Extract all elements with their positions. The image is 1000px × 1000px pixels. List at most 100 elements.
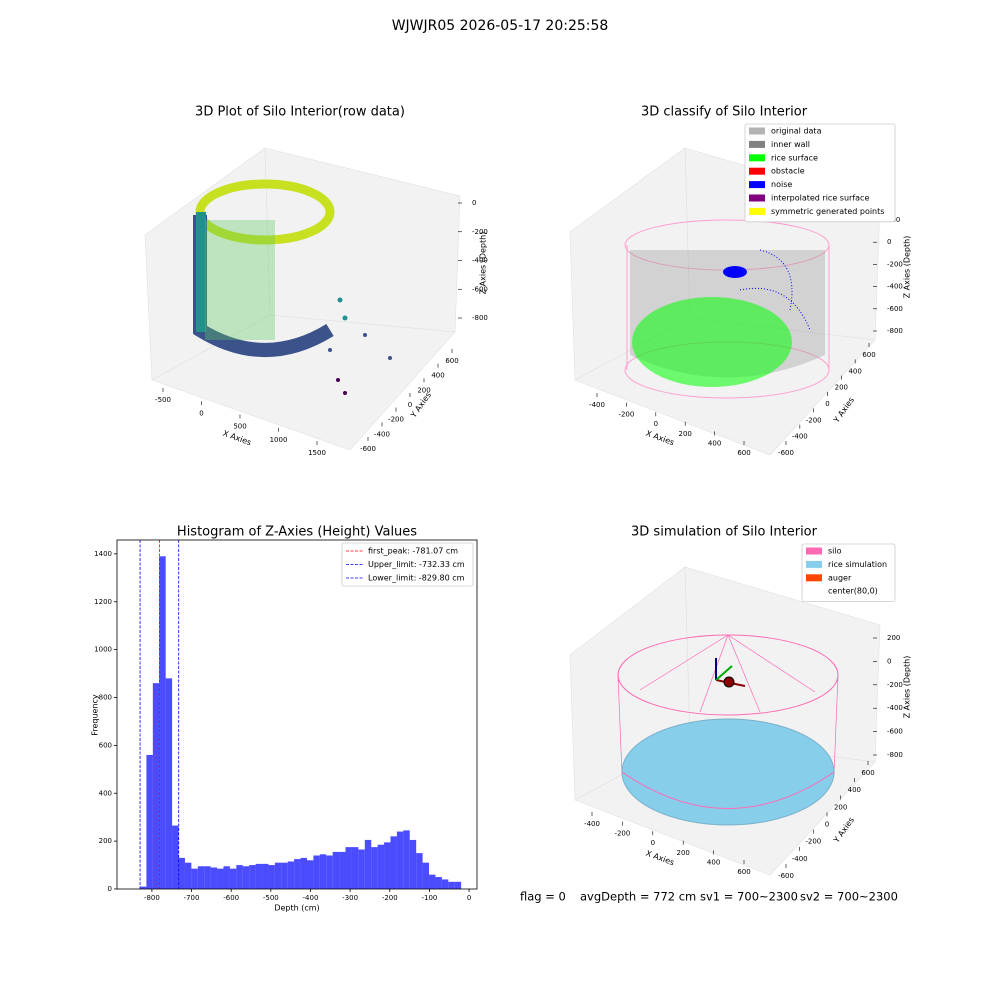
legend-swatch [806, 587, 822, 595]
bar [454, 881, 462, 889]
y-tick-label: -600 [778, 872, 794, 880]
x-axis-label: X Axies [645, 429, 676, 448]
legend-label: noise [771, 180, 792, 189]
y-tick-label: -200 [805, 838, 821, 846]
bar [326, 855, 333, 889]
x-axis-label: Depth (cm) [274, 904, 319, 913]
legend-label: first_peak: -781.07 cm [368, 547, 458, 556]
bar [429, 874, 436, 889]
legend-box [801, 543, 896, 602]
bar [306, 860, 314, 889]
bar [274, 862, 282, 889]
z-tick-label: -200 [887, 260, 903, 268]
x-tick-label: 1000 [270, 436, 288, 444]
bar [165, 678, 173, 889]
y-tick-label: 600 [445, 357, 458, 365]
bar [377, 844, 385, 889]
x-tick-label: -500 [263, 894, 279, 902]
z-tick-label: -400 [887, 283, 903, 291]
y-tick-label: -200 [388, 416, 404, 424]
bar [281, 862, 288, 889]
bar [422, 862, 430, 889]
legend-label: inner wall [771, 140, 810, 149]
bar [178, 857, 185, 889]
bar [435, 877, 442, 889]
z-tick-label: 200 [887, 634, 900, 642]
legend-swatch [806, 547, 822, 555]
z-tick-label: -800 [887, 751, 903, 759]
x-tick-label: -800 [144, 894, 160, 902]
bar [396, 831, 404, 889]
x-tick-label: 200 [679, 430, 692, 438]
legend-label: rice simulation [828, 560, 887, 569]
bar [236, 865, 243, 889]
axes3d-panes [144, 147, 461, 451]
chart-title: Histogram of Z-Axies (Height) Values [177, 525, 417, 540]
status-text: flag = 0 [520, 890, 566, 904]
bar [351, 847, 359, 889]
axes3d-panes [569, 147, 881, 456]
bar [441, 879, 449, 889]
bar [390, 836, 397, 889]
z-tick-label: -800 [472, 314, 488, 322]
z-tick-label: -600 [472, 285, 488, 293]
x-axis-label: X Axies [645, 849, 676, 868]
bar [364, 839, 372, 889]
z-tick-label: 0 [887, 657, 891, 665]
bar [242, 866, 250, 889]
status-text: sv2 = 700~2300 [800, 890, 898, 904]
figure-title: WJWJR05 2026-05-17 20:25:58 [392, 18, 609, 34]
legend-label: obstacle [771, 167, 805, 176]
bar [139, 886, 147, 889]
y-tick-label: 400 [848, 786, 861, 794]
bar [255, 863, 263, 889]
x-tick-label: -400 [589, 401, 605, 409]
x-tick-label: 0 [199, 409, 203, 417]
bar [159, 556, 166, 889]
legend-swatch [749, 167, 765, 175]
z-tick-label: -400 [472, 257, 488, 265]
status-text: avgDepth = 772 cm [580, 890, 696, 904]
y-tick-label: 1200 [94, 598, 112, 606]
legend-swatch [749, 140, 765, 148]
z-tick-label: -200 [887, 681, 903, 689]
legend-swatch [806, 560, 822, 568]
y-tick-label: 1000 [94, 646, 112, 654]
y-tick-label: 600 [862, 351, 875, 359]
bar [223, 866, 230, 889]
y-tick-label: 400 [848, 367, 861, 375]
legend-swatch [749, 181, 765, 189]
legend-swatch [749, 207, 765, 215]
y-tick-label: 400 [431, 372, 444, 380]
x-tick-label: 600 [737, 449, 750, 457]
legend-label: Upper_limit: -732.33 cm [368, 560, 465, 569]
z-tick-label: -600 [887, 728, 903, 736]
chart-title: 3D simulation of Silo Interior [631, 525, 818, 540]
z-tick-label: -800 [887, 327, 903, 335]
x-tick-label: 500 [233, 423, 246, 431]
bar [319, 854, 327, 889]
bar [358, 849, 365, 889]
z-tick-label: 0 [887, 238, 891, 246]
legend-label: auger [828, 573, 852, 582]
y-tick-label: -200 [806, 416, 822, 424]
bar [204, 866, 211, 889]
bar [409, 839, 417, 889]
x-tick-label: 600 [737, 868, 750, 876]
x-tick-label: -200 [382, 894, 398, 902]
x-tick-label: -300 [342, 894, 358, 902]
bar [268, 865, 275, 889]
bar [371, 847, 378, 889]
y-tick-label: 200 [99, 837, 112, 845]
bar [294, 859, 301, 889]
legend-box [341, 542, 474, 587]
bar [345, 847, 352, 889]
z-axis-label: Z Axies (Depth) [903, 236, 912, 299]
x-tick-label: 400 [707, 858, 720, 866]
y-tick-label: -400 [374, 430, 390, 438]
x-tick-label: 0 [654, 420, 658, 428]
bar [339, 851, 346, 889]
y-tick-label: 0 [825, 821, 829, 829]
